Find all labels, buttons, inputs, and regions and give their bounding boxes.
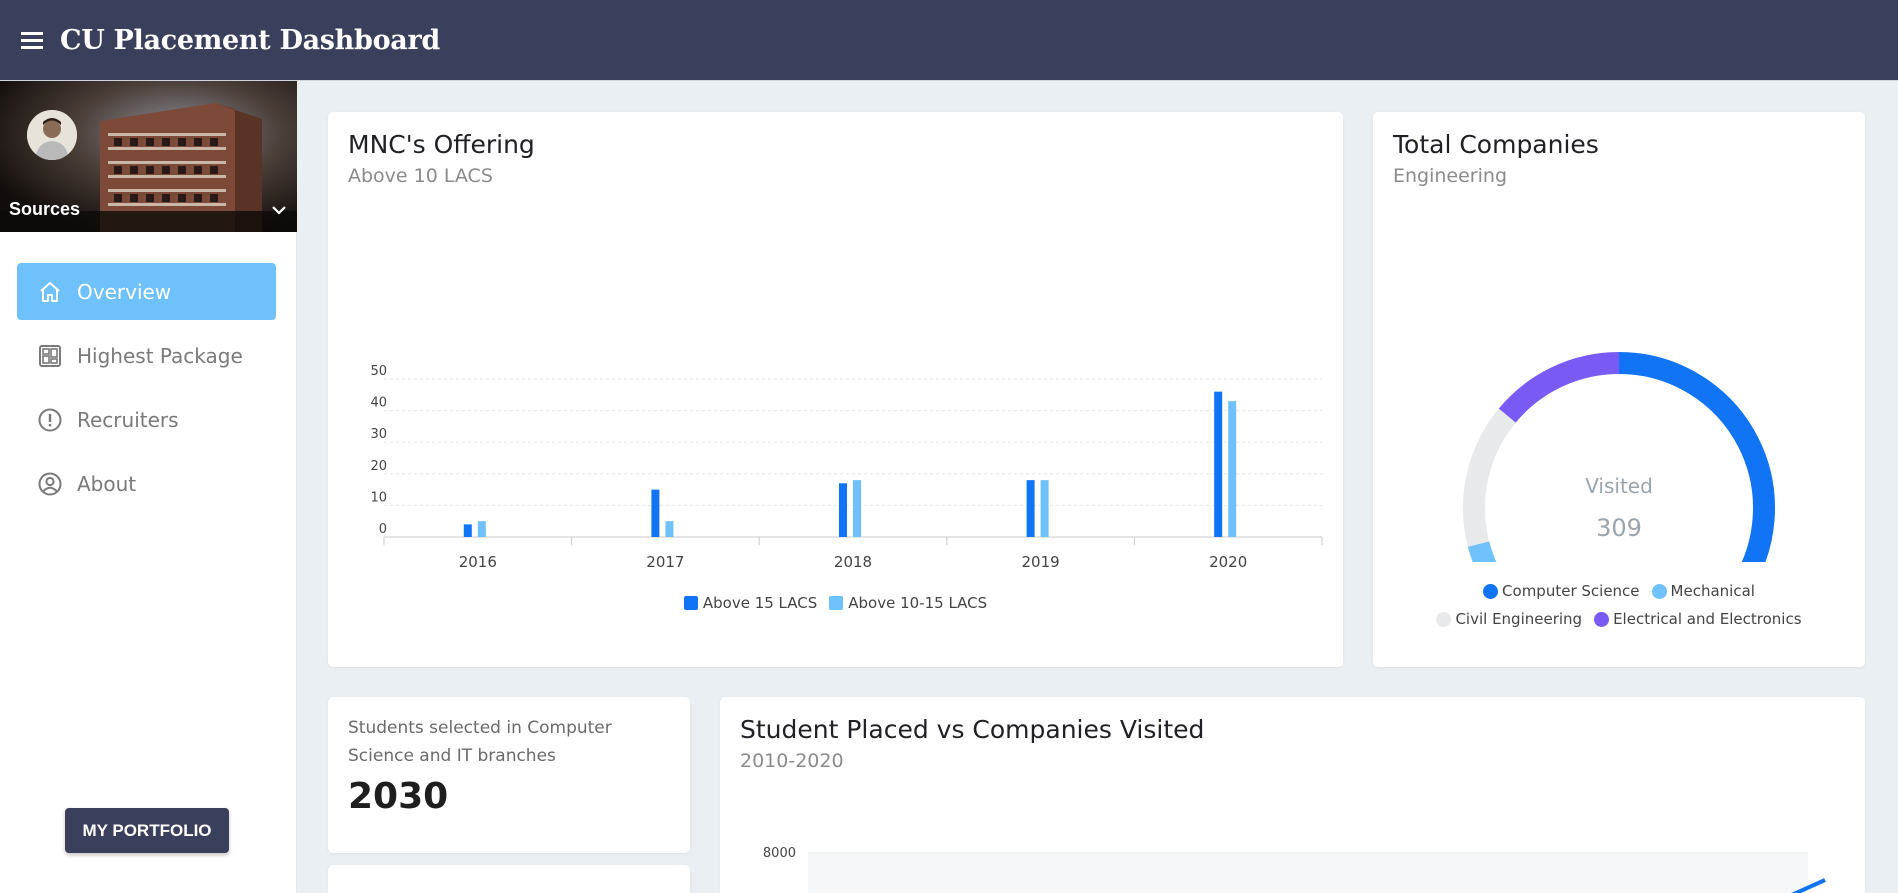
bar [1214,391,1223,537]
stat-description: Students selected in Computer Science an… [348,718,612,766]
bar [1040,480,1049,537]
x-tick-label: 2019 [1022,553,1060,571]
sidebar: Sources Overview Highest Package Recruit… [0,81,297,893]
legend-label: Electrical and Electronics [1613,610,1802,628]
sources-dropdown[interactable]: Sources [9,199,287,220]
y-tick-label: 20 [370,459,387,474]
bar [839,483,847,537]
donut-center-value: 309 [1596,514,1642,542]
bar-chart: 0 10 20 30 40 50 2016 2017 2018 2019 2020 [370,364,1323,571]
card-subtitle: 2010-2020 [740,750,844,772]
card-subtitle: Above 10 LACS [348,165,493,187]
stat-value: 2030 [348,776,449,817]
donut-legend-row-1: Computer Science Mechanical [1373,582,1865,600]
legend-label: Above 15 LACS [702,594,818,612]
donut-center-label: Visited [1585,474,1653,498]
home-icon [37,279,63,305]
donut-slice [1618,352,1775,562]
legend-item[interactable]: Above 10-15 LACS [829,594,987,612]
legend-item[interactable]: Computer Science [1483,582,1640,600]
stat-card-secondary [328,865,690,893]
legend-label: Civil Engineering [1455,610,1583,628]
bar-chart-legend: Above 15 LACS Above 10-15 LACS [328,594,1343,612]
legend-item[interactable]: Civil Engineering [1436,610,1582,628]
my-portfolio-button[interactable]: MY PORTFOLIO [65,808,229,853]
bar [853,480,861,537]
bar [1026,480,1035,537]
legend-swatch [1483,583,1499,599]
card-subtitle: Engineering [1393,165,1507,187]
legend-swatch [1651,583,1667,599]
donut-slice [1463,408,1516,547]
legend-label: Above 10-15 LACS [848,594,988,612]
bar [1228,401,1237,537]
sidebar-item-label: Overview [77,279,172,304]
legend-label: Mechanical [1670,582,1755,600]
legend-item[interactable]: Electrical and Electronics [1594,610,1802,628]
dashboard-icon [37,343,63,369]
y-tick-label: 8000 [763,846,796,861]
placed-vs-visited-card: Student Placed vs Companies Visited 2010… [720,697,1865,893]
donut-legend-row-2: Civil Engineering Electrical and Electro… [1373,610,1865,628]
y-tick-label: 10 [370,490,387,505]
y-tick-label: 30 [370,427,387,442]
account-circle-icon [37,471,63,497]
mnc-offering-card: MNC's Offering Above 10 LACS 0 10 20 30 40 50… [328,112,1343,667]
card-title: MNC's Offering [348,130,535,159]
app-header: CU Placement Dashboard [0,0,1898,81]
legend-label: Computer Science [1502,582,1640,600]
legend-item[interactable]: Mechanical [1651,582,1755,600]
sidebar-item-label: Highest Package [77,343,243,368]
cs-students-stat-card: Students selected in Computer Science an… [328,697,690,853]
legend-swatch [829,596,844,610]
donut-chart: Visited 309 [1463,352,1775,562]
x-tick-label: 2020 [1209,553,1247,571]
sidebar-item-overview[interactable]: Overview [17,263,276,320]
bar [463,524,472,537]
sidebar-item-recruiters[interactable]: Recruiters [17,391,276,448]
sidebar-nav: Overview Highest Package Recruiters Abou… [0,263,296,512]
app-title: CU Placement Dashboard [60,24,440,56]
hamburger-menu-icon[interactable] [16,24,48,56]
alert-circle-icon [37,407,63,433]
y-tick-label: 0 [379,522,387,537]
legend-swatch [1594,611,1610,627]
legend-swatch [683,596,698,610]
card-title: Total Companies [1393,130,1599,159]
y-tick-label: 40 [370,396,387,411]
plot-area [808,853,1808,893]
sidebar-item-highest-package[interactable]: Highest Package [17,327,276,384]
bar [477,521,486,537]
sidebar-item-about[interactable]: About [17,455,276,512]
card-title: Student Placed vs Companies Visited [740,715,1205,744]
bar [651,489,660,537]
sidebar-item-label: Recruiters [77,407,179,432]
x-tick-label: 2017 [646,553,684,571]
chevron-down-icon [271,200,287,219]
donut-slice [1498,352,1620,423]
total-companies-card: Total Companies Engineering Visited 309 … [1373,112,1865,667]
sources-label: Sources [9,199,81,219]
campus-building-image [0,81,297,232]
profile-banner: Sources [0,81,297,232]
line-chart: 8000 [763,846,1826,893]
sidebar-item-label: About [77,471,137,496]
legend-item[interactable]: Above 15 LACS [683,594,818,612]
x-tick-label: 2018 [834,553,872,571]
y-tick-label: 50 [370,364,387,379]
donut-slice [1467,541,1497,562]
legend-swatch [1436,611,1452,627]
bar [665,521,674,537]
avatar[interactable] [27,110,77,160]
x-tick-label: 2016 [459,553,497,571]
series-line [1791,878,1826,893]
